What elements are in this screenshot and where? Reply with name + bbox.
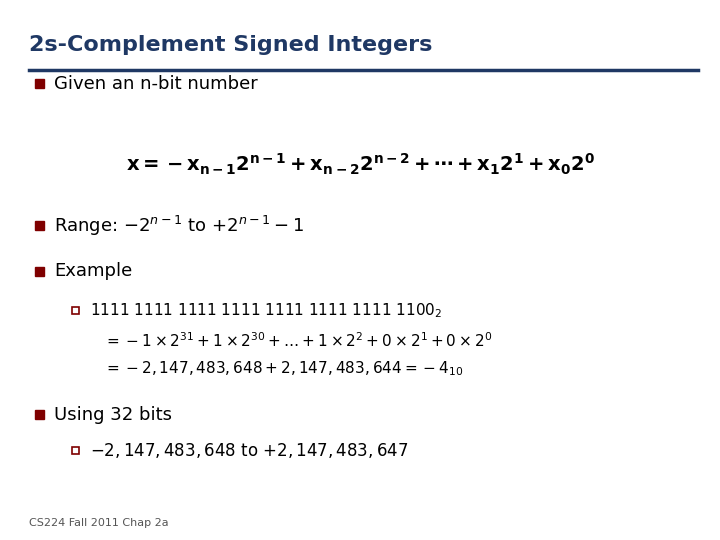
Text: $\mathbf{x = -x_{n-1}2^{n-1} + x_{n-2}2^{n-2} + \cdots + x_12^1 + x_02^0}$: $\mathbf{x = -x_{n-1}2^{n-1} + x_{n-2}2^… — [125, 152, 595, 177]
Text: 1111 1111 1111 1111 1111 1111 1111 1100$_2$: 1111 1111 1111 1111 1111 1111 1111 1100$… — [90, 301, 442, 320]
Text: CS224 Fall 2011 Chap 2a: CS224 Fall 2011 Chap 2a — [29, 518, 168, 528]
Bar — [35, 267, 44, 275]
Text: Using 32 bits: Using 32 bits — [54, 406, 172, 424]
Text: Example: Example — [54, 262, 132, 280]
FancyBboxPatch shape — [72, 448, 79, 454]
Text: $= -1\times2^{31} + 1\times2^{30} + \ldots + 1\times2^2 +0\times2^1 +0\times2^0$: $= -1\times2^{31} + 1\times2^{30} + \ldo… — [104, 331, 492, 349]
Text: Given an n-bit number: Given an n-bit number — [54, 75, 258, 93]
Bar — [35, 79, 44, 88]
Text: Range: $-2^{n-1}$ to $+2^{n-1} - 1$: Range: $-2^{n-1}$ to $+2^{n-1} - 1$ — [54, 214, 304, 238]
Text: $-2,147,483,648$ to $+2,147,483,647$: $-2,147,483,648$ to $+2,147,483,647$ — [90, 441, 408, 461]
Bar — [35, 221, 44, 230]
Text: $= -2,147,483,648 + 2,147,483,644 = -4_{10}$: $= -2,147,483,648 + 2,147,483,644 = -4_{… — [104, 359, 464, 377]
Bar — [35, 410, 44, 419]
FancyBboxPatch shape — [72, 307, 79, 314]
Text: 2s-Complement Signed Integers: 2s-Complement Signed Integers — [29, 35, 432, 55]
